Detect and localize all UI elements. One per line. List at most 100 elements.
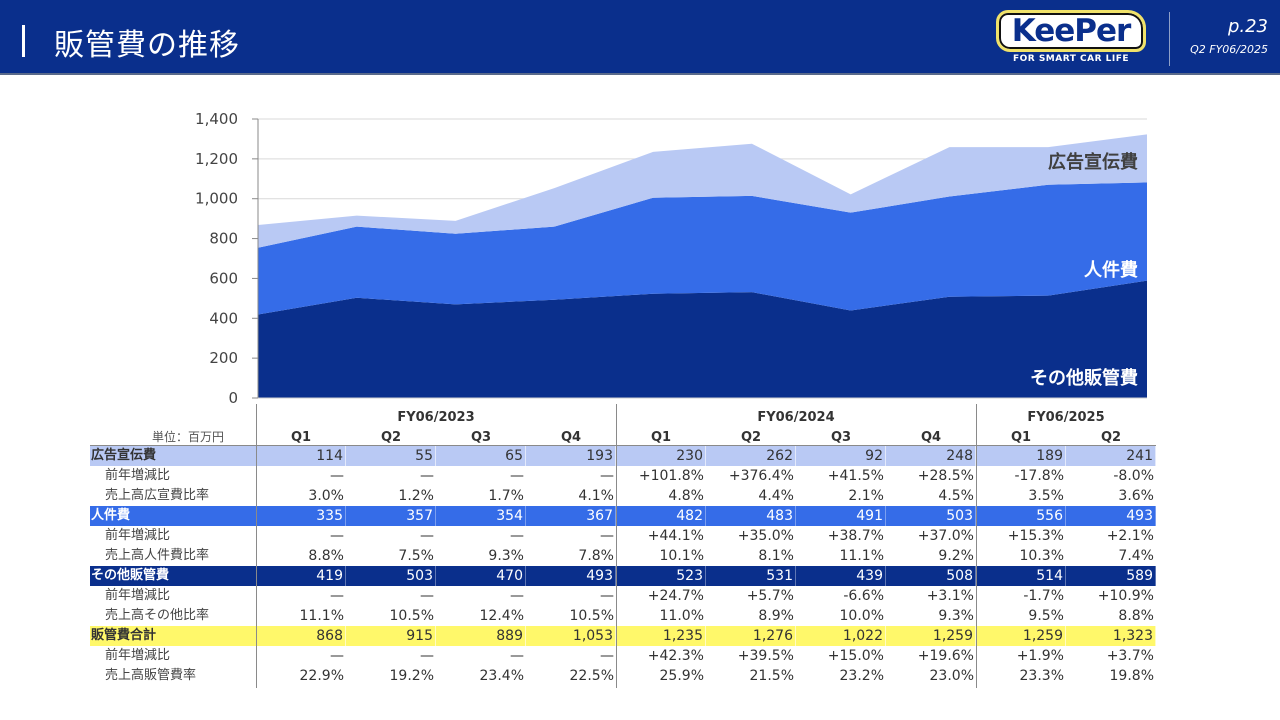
- table-cell: —: [600, 528, 614, 544]
- table-cell: —: [330, 468, 344, 484]
- table-row-other: その他販管費 419 503 470 493 523 531 439 508 514 589: [90, 566, 1156, 586]
- table-cell: 23.2%: [839, 668, 884, 684]
- table-subrow: 売上高人件費比率 8.8% 7.5% 9.3% 7.8% 10.1% 8.1% 11.1% 9.…: [90, 546, 1156, 566]
- table-cell: 367: [526, 506, 616, 526]
- area-series: [258, 134, 1147, 398]
- table-row-total: 販管費合計 868 915 889 1,053 1,235 1,276 1,022 1,259 1…: [90, 626, 1156, 646]
- table-cell: —: [330, 588, 344, 604]
- table-cell: 23.3%: [1019, 668, 1064, 684]
- row-label: 売上高その他比率: [105, 608, 210, 623]
- table-cell: 2.1%: [848, 488, 884, 504]
- y-tick-label: 800: [209, 230, 238, 248]
- table-cell: 482: [616, 506, 706, 526]
- table-cell: —: [420, 468, 434, 484]
- table-cell: +42.3%: [647, 648, 704, 664]
- table-cell: 10.5%: [389, 608, 434, 624]
- row-label: 販管費合計: [91, 628, 157, 643]
- y-tick-label: 1,000: [195, 190, 238, 208]
- column-divider: [616, 404, 617, 688]
- quarter-header: Q3: [830, 430, 852, 445]
- table-cell: 11.1%: [299, 608, 344, 624]
- y-tick-label: 1,400: [195, 110, 238, 128]
- table-cell: 503: [886, 506, 976, 526]
- quarter-header: Q2: [380, 430, 402, 445]
- row-label: 人件費: [91, 508, 131, 523]
- row-label: 前年増減比: [105, 468, 171, 483]
- table-cell: 889: [436, 626, 526, 646]
- y-axis: 0 200 400 600 800 1,000 1,200 1,400: [195, 110, 1147, 407]
- table-row-personnel: 人件費 335 357 354 367 482 483 491 503 556 493: [90, 506, 1156, 526]
- table-cell: +38.7%: [827, 528, 884, 544]
- quarter-header: Q2: [740, 430, 762, 445]
- table-cell: 493: [1066, 506, 1156, 526]
- area-series-2: [258, 134, 1147, 248]
- table-cell: 1.7%: [488, 488, 524, 504]
- row-label: 広告宣伝費: [91, 448, 157, 463]
- quarter-header: Q4: [920, 430, 942, 445]
- table-cell: 8.8%: [1118, 608, 1154, 624]
- table-cell: 65: [436, 446, 526, 466]
- table-cell: 1,259: [976, 626, 1066, 646]
- table-cell: +15.3%: [1007, 528, 1064, 544]
- unit-label: 単位：百万円: [151, 430, 224, 444]
- table-cell: 22.5%: [569, 668, 614, 684]
- table-cell: 556: [976, 506, 1066, 526]
- table-cell: 193: [526, 446, 616, 466]
- table-cell: -17.8%: [1014, 468, 1064, 484]
- table-cell: —: [420, 648, 434, 664]
- area-series-1: [258, 182, 1147, 315]
- table-cell: +39.5%: [737, 648, 794, 664]
- table-subrow: 前年増減比 — — — — +101.8% +376.4% +41.5% +28.5% -17.8…: [90, 466, 1156, 486]
- table-cell: +101.8%: [638, 468, 704, 484]
- table-cell: —: [330, 648, 344, 664]
- table-cell: 22.9%: [299, 668, 344, 684]
- table-cell: 1,323: [1066, 626, 1156, 646]
- table-cell: +41.5%: [827, 468, 884, 484]
- table-cell: +28.5%: [917, 468, 974, 484]
- table-cell: 9.2%: [938, 548, 974, 564]
- table-subrow: 売上高販管費率 22.9% 19.2% 23.4% 22.5% 25.9% 21.5% 23.…: [90, 666, 1156, 686]
- header-divider: [1169, 12, 1170, 66]
- keeper-logo: KeePer FOR SMART CAR LIFE: [996, 10, 1146, 68]
- table-cell: +3.1%: [926, 588, 974, 604]
- table-cell: —: [600, 648, 614, 664]
- table-cell: 1,053: [526, 626, 616, 646]
- table-cell: 11.0%: [659, 608, 704, 624]
- y-tick-label: 0: [228, 389, 238, 407]
- table-cell: 523: [616, 566, 706, 586]
- table-cell: 23.4%: [479, 668, 524, 684]
- table-row-ad: 広告宣伝費 114 55 65 193 230 262 92 248 189 241: [90, 446, 1156, 466]
- table-cell: 1,022: [796, 626, 886, 646]
- row-label: 前年増減比: [105, 588, 171, 603]
- row-label: 売上高人件費比率: [105, 548, 210, 563]
- table-cell: —: [600, 588, 614, 604]
- fiscal-year-header: FY06/2024: [757, 410, 835, 425]
- table-cell: 10.5%: [569, 608, 614, 624]
- quarter-header: Q3: [470, 430, 492, 445]
- y-tick-label: 400: [209, 309, 238, 327]
- table-cell: 23.0%: [929, 668, 974, 684]
- table-cell: 55: [346, 446, 436, 466]
- table-cell: 189: [976, 446, 1066, 466]
- table-cell: —: [510, 588, 524, 604]
- title-accent-bar: [22, 25, 25, 57]
- table-cell: 8.8%: [308, 548, 344, 564]
- table-cell: 915: [346, 626, 436, 646]
- table-cell: —: [600, 468, 614, 484]
- table-cell: 483: [706, 506, 796, 526]
- table-cell: 114: [256, 446, 346, 466]
- table-cell: +35.0%: [737, 528, 794, 544]
- table-cell: —: [510, 648, 524, 664]
- area-series-0: [258, 280, 1147, 398]
- table-cell: 514: [976, 566, 1066, 586]
- table-cell: —: [510, 468, 524, 484]
- table-cell: —: [330, 528, 344, 544]
- header-rule: [90, 445, 1156, 446]
- sga-stacked-area-chart: 0 200 400 600 800 1,000 1,200 1,400 その他販管費 人件費 広告…: [195, 110, 1147, 407]
- table-cell: 248: [886, 446, 976, 466]
- table-cell: 21.5%: [749, 668, 794, 684]
- row-label: 売上高広宣費比率: [105, 488, 210, 503]
- table-cell: 8.9%: [758, 608, 794, 624]
- table-cell: 10.1%: [659, 548, 704, 564]
- fiscal-year-header: FY06/2025: [1027, 410, 1105, 425]
